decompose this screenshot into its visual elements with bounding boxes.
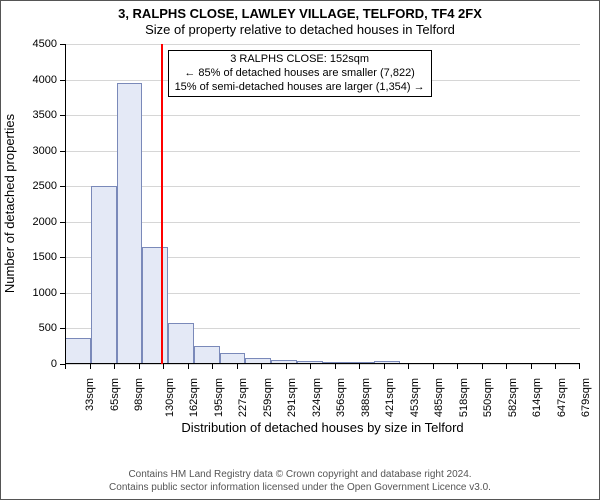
gridline bbox=[65, 115, 580, 116]
y-tick-label: 2500 bbox=[27, 180, 57, 192]
y-tick-label: 1000 bbox=[27, 287, 57, 299]
gridline bbox=[65, 364, 580, 365]
x-tick-label: 550sqm bbox=[483, 378, 495, 417]
y-tick-mark bbox=[60, 115, 65, 116]
x-tick-mark bbox=[531, 364, 532, 369]
y-axis-label: Number of detached properties bbox=[2, 114, 17, 293]
chart-subtitle: Size of property relative to detached ho… bbox=[0, 22, 600, 37]
annotation-box: 3 RALPHS CLOSE: 152sqm← 85% of detached … bbox=[168, 50, 432, 97]
x-tick-mark bbox=[188, 364, 189, 369]
x-tick-mark bbox=[579, 364, 580, 369]
x-tick-label: 162sqm bbox=[188, 378, 200, 417]
histogram-bar bbox=[91, 186, 117, 364]
y-tick-label: 4000 bbox=[27, 74, 57, 86]
y-tick-mark bbox=[60, 257, 65, 258]
x-tick-label: 485sqm bbox=[433, 378, 445, 417]
x-tick-mark bbox=[286, 364, 287, 369]
copyright-line-1: Contains HM Land Registry data © Crown c… bbox=[128, 469, 471, 480]
y-tick-label: 4500 bbox=[27, 38, 57, 50]
gridline bbox=[65, 186, 580, 187]
copyright-text: Contains HM Land Registry data © Crown c… bbox=[0, 469, 600, 494]
x-tick-label: 647sqm bbox=[556, 378, 568, 417]
x-tick-mark bbox=[335, 364, 336, 369]
x-tick-label: 33sqm bbox=[84, 378, 96, 411]
x-tick-label: 582sqm bbox=[507, 378, 519, 417]
x-tick-label: 259sqm bbox=[262, 378, 274, 417]
y-tick-label: 3500 bbox=[27, 109, 57, 121]
histogram-bar bbox=[117, 83, 143, 364]
x-tick-mark bbox=[359, 364, 360, 369]
x-tick-label: 453sqm bbox=[409, 378, 421, 417]
x-tick-mark bbox=[433, 364, 434, 369]
y-tick-mark bbox=[60, 44, 65, 45]
histogram-bar bbox=[168, 323, 194, 364]
x-tick-mark bbox=[457, 364, 458, 369]
x-tick-mark bbox=[310, 364, 311, 369]
x-tick-mark bbox=[90, 364, 91, 369]
y-tick-mark bbox=[60, 328, 65, 329]
x-tick-mark bbox=[384, 364, 385, 369]
histogram-bar bbox=[65, 338, 91, 364]
y-tick-label: 2000 bbox=[27, 216, 57, 228]
y-tick-label: 0 bbox=[27, 358, 57, 370]
y-tick-mark bbox=[60, 222, 65, 223]
x-tick-mark bbox=[555, 364, 556, 369]
gridline bbox=[65, 222, 580, 223]
x-tick-label: 291sqm bbox=[286, 378, 298, 417]
plot-area: 3 RALPHS CLOSE: 152sqm← 85% of detached … bbox=[65, 44, 580, 364]
x-tick-label: 679sqm bbox=[581, 378, 593, 417]
y-tick-mark bbox=[60, 80, 65, 81]
x-tick-mark bbox=[261, 364, 262, 369]
annotation-line: 15% of semi-detached houses are larger (… bbox=[175, 81, 425, 95]
y-tick-label: 500 bbox=[27, 322, 57, 334]
x-tick-mark bbox=[212, 364, 213, 369]
x-tick-mark bbox=[163, 364, 164, 369]
histogram-bar bbox=[142, 247, 168, 364]
x-tick-label: 356sqm bbox=[335, 378, 347, 417]
annotation-line: 3 RALPHS CLOSE: 152sqm bbox=[175, 53, 425, 67]
chart-container: 3, RALPHS CLOSE, LAWLEY VILLAGE, TELFORD… bbox=[0, 0, 600, 500]
chart-title: 3, RALPHS CLOSE, LAWLEY VILLAGE, TELFORD… bbox=[0, 6, 600, 21]
y-tick-mark bbox=[60, 293, 65, 294]
y-tick-label: 3000 bbox=[27, 145, 57, 157]
x-tick-mark bbox=[408, 364, 409, 369]
histogram-bar bbox=[194, 346, 220, 364]
x-tick-label: 195sqm bbox=[213, 378, 225, 417]
x-tick-label: 324sqm bbox=[311, 378, 323, 417]
x-tick-mark bbox=[237, 364, 238, 369]
x-axis-line bbox=[65, 363, 580, 364]
y-axis-line bbox=[65, 44, 66, 364]
x-tick-label: 130sqm bbox=[164, 378, 176, 417]
x-tick-mark bbox=[114, 364, 115, 369]
copyright-line-2: Contains public sector information licen… bbox=[109, 482, 491, 493]
x-tick-label: 388sqm bbox=[360, 378, 372, 417]
x-tick-label: 518sqm bbox=[458, 378, 470, 417]
x-tick-mark bbox=[139, 364, 140, 369]
x-tick-mark bbox=[482, 364, 483, 369]
x-tick-label: 65sqm bbox=[109, 378, 121, 411]
x-tick-mark bbox=[65, 364, 66, 369]
x-tick-label: 98sqm bbox=[133, 378, 145, 411]
annotation-line: ← 85% of detached houses are smaller (7,… bbox=[175, 67, 425, 81]
x-tick-mark bbox=[506, 364, 507, 369]
y-tick-label: 1500 bbox=[27, 251, 57, 263]
gridline bbox=[65, 151, 580, 152]
y-tick-mark bbox=[60, 151, 65, 152]
reference-line bbox=[161, 44, 163, 364]
gridline bbox=[65, 44, 580, 45]
y-tick-mark bbox=[60, 186, 65, 187]
x-tick-label: 614sqm bbox=[532, 378, 544, 417]
x-axis-label: Distribution of detached houses by size … bbox=[65, 420, 580, 435]
x-tick-label: 421sqm bbox=[384, 378, 396, 417]
x-tick-label: 227sqm bbox=[237, 378, 249, 417]
